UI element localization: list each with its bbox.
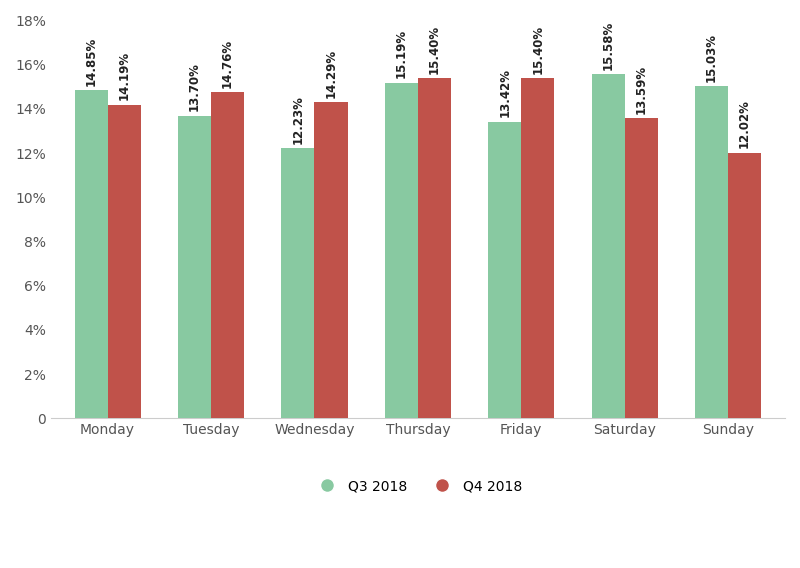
Bar [314, 102, 347, 418]
Text: 14.29%: 14.29% [325, 49, 338, 98]
Bar [695, 86, 728, 418]
Text: 13.70%: 13.70% [188, 62, 201, 111]
Bar [488, 122, 522, 418]
Text: 15.03%: 15.03% [705, 33, 718, 82]
Text: 15.19%: 15.19% [395, 29, 408, 78]
Bar [728, 153, 762, 418]
Bar [522, 78, 554, 418]
Text: 15.40%: 15.40% [531, 24, 544, 73]
Text: 14.85%: 14.85% [85, 36, 98, 86]
Text: 13.42%: 13.42% [498, 68, 511, 118]
Text: 12.23%: 12.23% [291, 95, 305, 144]
Bar [592, 74, 625, 418]
Text: 15.58%: 15.58% [602, 20, 614, 69]
Bar [108, 105, 141, 418]
Text: 13.59%: 13.59% [634, 64, 648, 114]
Text: 12.02%: 12.02% [738, 99, 751, 148]
Bar [625, 118, 658, 418]
Bar [385, 82, 418, 418]
Bar [178, 115, 211, 418]
Bar [418, 78, 451, 418]
Text: 14.76%: 14.76% [221, 39, 234, 87]
Bar [74, 90, 108, 418]
Text: 14.19%: 14.19% [118, 51, 130, 101]
Legend: Q3 2018, Q4 2018: Q3 2018, Q4 2018 [308, 474, 528, 499]
Text: 15.40%: 15.40% [428, 24, 441, 73]
Bar [282, 148, 314, 418]
Bar [211, 92, 244, 418]
